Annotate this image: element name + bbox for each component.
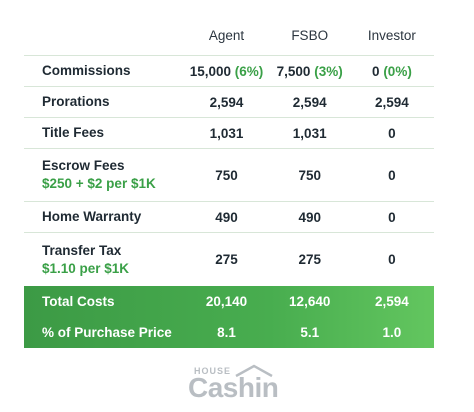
fsbo-amount: 7,500 xyxy=(276,63,311,79)
cost-comparison-table: Agent FSBO Investor Commissions 15,000 (… xyxy=(24,16,434,286)
logo-main-text: Cashin xyxy=(188,372,279,403)
table-row-prorations: Prorations 2,594 2,594 2,594 xyxy=(24,87,434,118)
table-row-percent-purchase-price: % of Purchase Price 8.1 5.1 1.0 xyxy=(24,317,434,348)
row-title: Escrow Fees xyxy=(42,158,125,173)
agent-value: 2,594 xyxy=(209,94,244,110)
housecashin-logo: HOUSE Cashin xyxy=(188,364,288,404)
table-row-total-costs: Total Costs 20,140 12,640 2,594 xyxy=(24,286,434,317)
fsbo-value: 750 xyxy=(298,167,321,183)
logo-top-text: HOUSE xyxy=(194,366,232,376)
header-fsbo: FSBO xyxy=(291,28,329,43)
investor-value: 0 xyxy=(388,167,396,183)
table-row-escrow-fees: Escrow Fees $250 + $2 per $1K 750 750 0 xyxy=(24,149,434,202)
row-label: Home Warranty xyxy=(42,209,142,224)
fsbo-value: 490 xyxy=(298,209,321,225)
row-subtitle: $250 + $2 per $1K xyxy=(42,176,156,191)
agent-value: 8.1 xyxy=(217,325,236,340)
investor-value: 0 xyxy=(388,125,396,141)
header-agent: Agent xyxy=(208,28,245,43)
investor-value: 0 xyxy=(388,209,396,225)
row-label: Commissions xyxy=(42,63,131,78)
fsbo-value: 12,640 xyxy=(289,294,331,309)
investor-value: 0 (0%) xyxy=(350,64,434,79)
row-label: Escrow Fees $250 + $2 per $1K xyxy=(24,157,184,193)
investor-value: 1.0 xyxy=(382,325,402,340)
agent-value: 750 xyxy=(215,167,238,183)
agent-value: 275 xyxy=(215,252,238,267)
investor-value: 2,594 xyxy=(375,294,409,309)
agent-value: 20,140 xyxy=(205,294,248,309)
investor-value: 2,594 xyxy=(375,94,409,110)
row-title: Transfer Tax xyxy=(42,242,122,258)
row-label: Prorations xyxy=(42,94,110,109)
table-header: Agent FSBO Investor xyxy=(24,16,434,56)
fsbo-value: 1,031 xyxy=(292,125,327,141)
agent-amount: 15,000 xyxy=(189,63,232,79)
header-investor: Investor xyxy=(367,28,416,43)
table-row-title-fees: Title Fees 1,031 1,031 0 xyxy=(24,118,434,149)
table-row-home-warranty: Home Warranty 490 490 0 xyxy=(24,202,434,233)
roof-icon xyxy=(235,364,273,378)
fsbo-value: 2,594 xyxy=(292,94,327,110)
agent-value: 1,031 xyxy=(209,125,244,141)
investor-amount: 0 xyxy=(372,63,380,79)
table-row-commissions: Commissions 15,000 (6%) 7,500 (3%) 0 (0%… xyxy=(24,56,434,87)
fsbo-value: 5.1 xyxy=(300,325,320,340)
row-subtitle: $1.10 per $1K xyxy=(42,260,130,276)
investor-value: 0 xyxy=(388,252,396,267)
totals-section: Total Costs 20,140 12,640 2,594 % of Pur… xyxy=(24,286,434,348)
row-label: Title Fees xyxy=(42,125,105,140)
investor-percent: (0%) xyxy=(383,63,412,79)
fsbo-value: 275 xyxy=(298,252,321,267)
table-row-transfer-tax: Transfer Tax $1.10 per $1K 275 275 0 xyxy=(24,233,434,286)
row-label: % of Purchase Price xyxy=(42,324,172,340)
row-label: Transfer Tax $1.10 per $1K xyxy=(24,242,184,278)
agent-value: 15,000 (6%) xyxy=(184,64,270,79)
agent-value: 490 xyxy=(215,209,238,225)
row-label: Total Costs xyxy=(42,293,115,309)
fsbo-value: 7,500 (3%) xyxy=(270,64,350,79)
agent-percent: (6%) xyxy=(234,63,264,79)
fsbo-percent: (3%) xyxy=(314,63,343,79)
